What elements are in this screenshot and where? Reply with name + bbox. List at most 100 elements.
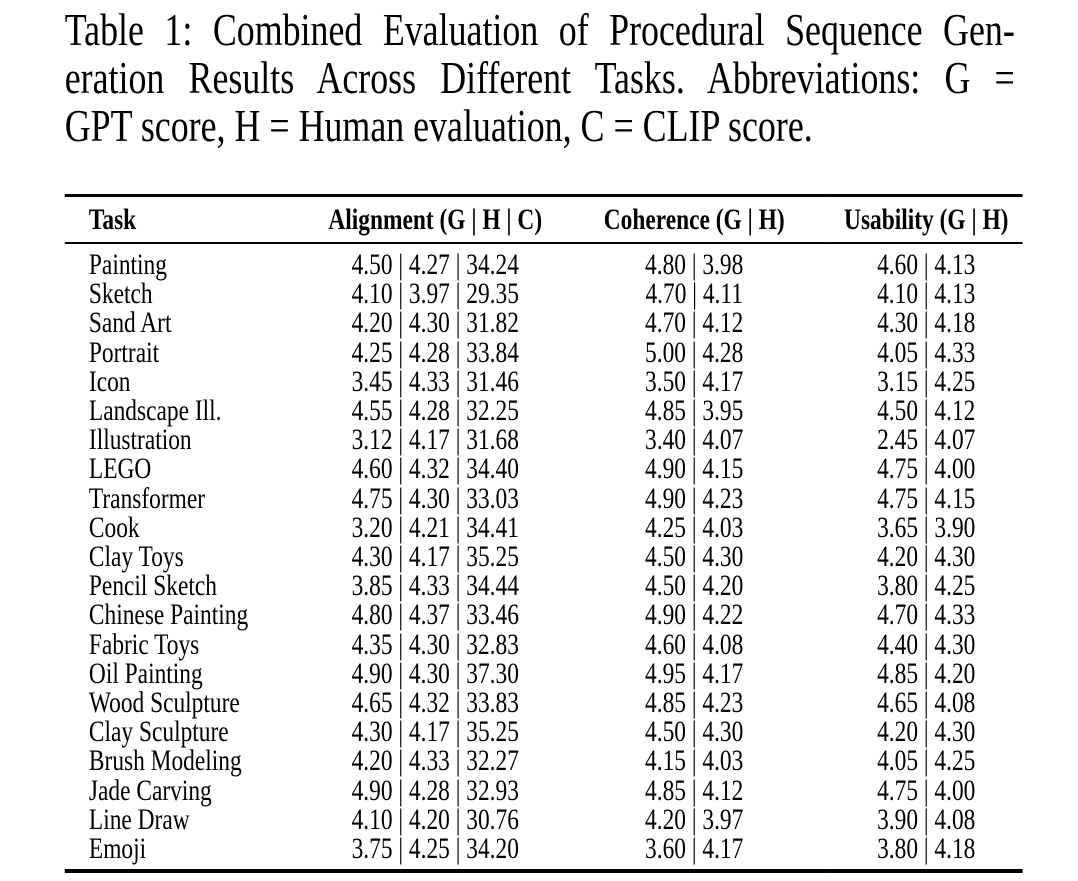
- usability-cell: 3.90 | 4.08: [877, 802, 976, 836]
- column-header-coherence: Coherence (G | H): [603, 203, 785, 236]
- coherence-cell: 4.85 | 4.23: [645, 686, 744, 720]
- table-row: Landscape Ill. 4.55 | 4.28 | 32.25 4.85 …: [65, 394, 1023, 428]
- usability-cell: 4.75 | 4.00: [877, 773, 976, 807]
- table-row: Fabric Toys 4.35 | 4.30 | 32.83 4.60 | 4…: [65, 627, 1023, 661]
- usability-cell: 4.05 | 4.25: [877, 744, 976, 778]
- alignment-cell: 4.20 | 4.30 | 31.82: [351, 306, 519, 340]
- usability-cell: 4.75 | 4.00: [877, 452, 976, 486]
- usability-cell: 3.65 | 3.90: [877, 510, 976, 544]
- coherence-cell: 3.50 | 4.17: [645, 364, 744, 398]
- table-row: Brush Modeling 4.20 | 4.33 | 32.27 4.15 …: [65, 744, 1023, 778]
- task-cell: Clay Sculpture: [88, 715, 229, 749]
- caption-line-2: eration Results Across Different Tasks. …: [64, 52, 1015, 103]
- results-table: Task Alignment (G | H | C) Coherence (G …: [64, 194, 1023, 874]
- alignment-cell: 4.10 | 3.97 | 29.35: [351, 277, 519, 311]
- task-cell: Jade Carving: [88, 773, 212, 807]
- alignment-cell: 4.35 | 4.30 | 32.83: [351, 627, 519, 661]
- usability-cell: 2.45 | 4.07: [877, 423, 976, 457]
- task-cell: LEGO: [88, 452, 152, 486]
- usability-cell: 4.10 | 4.13: [877, 277, 976, 311]
- task-cell: Brush Modeling: [88, 744, 242, 778]
- usability-cell: 4.50 | 4.12: [877, 394, 976, 428]
- alignment-cell: 4.30 | 4.17 | 35.25: [351, 540, 519, 574]
- header-row: Task Alignment (G | H | C) Coherence (G …: [64, 196, 1023, 243]
- alignment-cell: 3.75 | 4.25 | 34.20: [351, 832, 519, 866]
- alignment-cell: 4.20 | 4.33 | 32.27: [351, 744, 519, 778]
- coherence-cell: 3.60 | 4.17: [645, 832, 744, 866]
- task-cell: Cook: [88, 510, 140, 544]
- task-cell: Clay Toys: [88, 540, 184, 574]
- usability-cell: 4.20 | 4.30: [877, 715, 976, 749]
- table-row: LEGO 4.60 | 4.32 | 34.40 4.90 | 4.15 4.7…: [65, 452, 1023, 486]
- alignment-cell: 3.45 | 4.33 | 31.46: [351, 364, 519, 398]
- usability-cell: 3.80 | 4.25: [877, 569, 976, 603]
- alignment-cell: 3.85 | 4.33 | 34.44: [351, 569, 519, 603]
- coherence-cell: 4.70 | 4.11: [645, 277, 743, 311]
- caption-line-3: GPT score, H = Human evaluation, C = CLI…: [64, 100, 813, 151]
- coherence-cell: 4.80 | 3.98: [645, 248, 744, 281]
- alignment-cell: 4.65 | 4.32 | 33.83: [351, 686, 519, 720]
- task-cell: Sketch: [88, 277, 153, 311]
- usability-cell: 4.05 | 4.33: [877, 335, 976, 369]
- table-row: Clay Toys 4.30 | 4.17 | 35.25 4.50 | 4.3…: [65, 540, 1023, 574]
- coherence-cell: 5.00 | 4.28: [645, 335, 744, 369]
- task-cell: Fabric Toys: [88, 627, 200, 661]
- table-caption: Table 1: Combined Evaluation of Procedur…: [65, 6, 1015, 150]
- task-cell: Line Draw: [88, 802, 190, 836]
- task-cell: Emoji: [88, 832, 147, 866]
- paper-page: Table 1: Combined Evaluation of Procedur…: [0, 6, 1078, 874]
- coherence-cell: 4.95 | 4.17: [645, 656, 744, 690]
- table-row: Painting 4.50 | 4.27 | 34.24 4.80 | 3.98…: [65, 243, 1023, 279]
- table-row: Illustration 3.12 | 4.17 | 31.68 3.40 | …: [65, 423, 1023, 457]
- usability-cell: 3.15 | 4.25: [877, 364, 976, 398]
- alignment-cell: 3.12 | 4.17 | 31.68: [351, 423, 519, 457]
- coherence-cell: 4.90 | 4.22: [645, 598, 744, 632]
- table-row: Cook 3.20 | 4.21 | 34.41 4.25 | 4.03 3.6…: [65, 510, 1023, 544]
- alignment-cell: 4.50 | 4.27 | 34.24: [351, 248, 519, 281]
- alignment-cell: 3.20 | 4.21 | 34.41: [351, 510, 519, 544]
- usability-cell: 4.70 | 4.33: [877, 598, 976, 632]
- usability-cell: 4.60 | 4.13: [877, 248, 976, 281]
- usability-cell: 4.40 | 4.30: [877, 627, 976, 661]
- table-row: Oil Painting 4.90 | 4.30 | 37.30 4.95 | …: [65, 656, 1023, 690]
- task-cell: Painting: [88, 248, 167, 281]
- usability-cell: 4.65 | 4.08: [877, 686, 976, 720]
- alignment-cell: 4.25 | 4.28 | 33.84: [351, 335, 519, 369]
- table-row: Clay Sculpture 4.30 | 4.17 | 35.25 4.50 …: [65, 715, 1023, 749]
- column-header-usability: Usability (G | H): [844, 203, 1009, 236]
- usability-cell: 4.85 | 4.20: [877, 656, 976, 690]
- alignment-cell: 4.80 | 4.37 | 33.46: [351, 598, 519, 632]
- usability-cell: 4.30 | 4.18: [877, 306, 976, 340]
- alignment-cell: 4.30 | 4.17 | 35.25: [351, 715, 519, 749]
- coherence-cell: 4.50 | 4.30: [645, 540, 744, 574]
- usability-cell: 3.80 | 4.18: [877, 832, 976, 866]
- table-body: Painting 4.50 | 4.27 | 34.24 4.80 | 3.98…: [65, 243, 1023, 871]
- alignment-cell: 4.90 | 4.30 | 37.30: [351, 656, 519, 690]
- coherence-cell: 4.90 | 4.23: [645, 481, 744, 515]
- task-cell: Portrait: [88, 335, 160, 369]
- table-row: Portrait 4.25 | 4.28 | 33.84 5.00 | 4.28…: [65, 335, 1023, 369]
- coherence-cell: 3.40 | 4.07: [645, 423, 744, 457]
- task-cell: Landscape Ill.: [88, 394, 222, 428]
- task-cell: Transformer: [88, 481, 206, 515]
- column-header-task: Task: [88, 203, 137, 236]
- usability-cell: 4.20 | 4.30: [877, 540, 976, 574]
- coherence-cell: 4.70 | 4.12: [645, 306, 744, 340]
- coherence-cell: 4.15 | 4.03: [645, 744, 744, 778]
- table-row: Icon 3.45 | 4.33 | 31.46 3.50 | 4.17 3.1…: [65, 364, 1023, 398]
- alignment-cell: 4.75 | 4.30 | 33.03: [351, 481, 519, 515]
- coherence-cell: 4.60 | 4.08: [645, 627, 744, 661]
- table-row: Jade Carving 4.90 | 4.28 | 32.93 4.85 | …: [65, 773, 1023, 807]
- table-row: Sand Art 4.20 | 4.30 | 31.82 4.70 | 4.12…: [65, 306, 1023, 340]
- table-row: Transformer 4.75 | 4.30 | 33.03 4.90 | 4…: [65, 481, 1023, 515]
- alignment-cell: 4.10 | 4.20 | 30.76: [351, 802, 519, 836]
- task-cell: Illustration: [88, 423, 192, 457]
- coherence-cell: 4.50 | 4.30: [645, 715, 744, 749]
- task-cell: Oil Painting: [88, 656, 203, 690]
- caption-line-1: Table 1: Combined Evaluation of Procedur…: [64, 4, 1015, 55]
- table-row: Sketch 4.10 | 3.97 | 29.35 4.70 | 4.11 4…: [65, 277, 1023, 311]
- coherence-cell: 4.85 | 3.95: [645, 394, 744, 428]
- table-row: Chinese Painting 4.80 | 4.37 | 33.46 4.9…: [65, 598, 1023, 632]
- table-row: Wood Sculpture 4.65 | 4.32 | 33.83 4.85 …: [65, 686, 1023, 720]
- coherence-cell: 4.50 | 4.20: [645, 569, 744, 603]
